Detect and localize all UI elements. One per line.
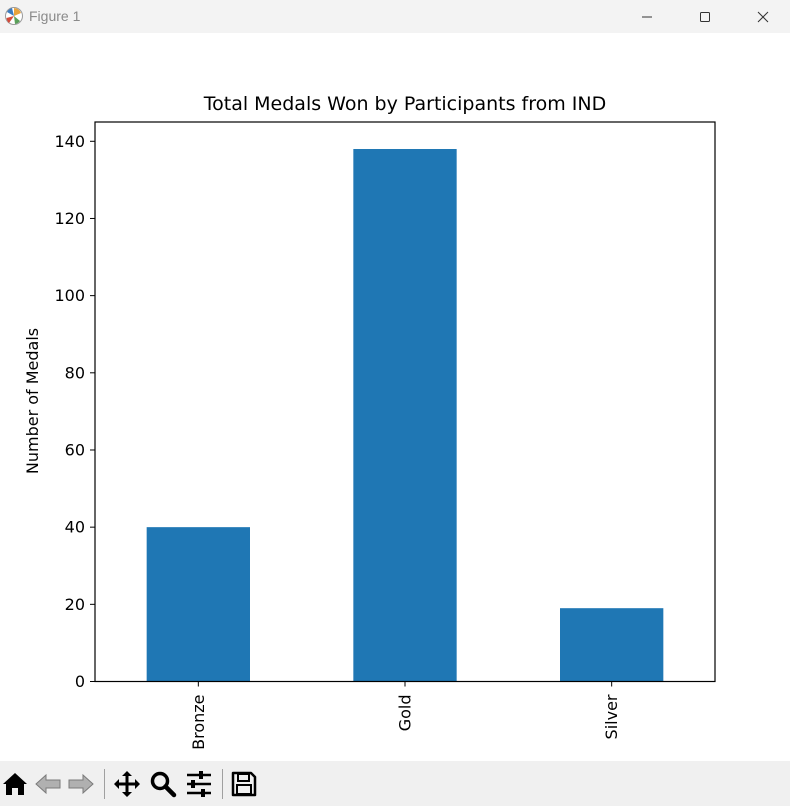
minimize-button[interactable] <box>618 0 676 33</box>
pan-button[interactable] <box>112 769 142 799</box>
save-button[interactable] <box>229 769 259 799</box>
forward-button[interactable] <box>66 769 96 799</box>
close-icon <box>757 11 769 22</box>
back-button[interactable] <box>33 769 63 799</box>
minimize-icon <box>642 16 652 17</box>
y-tick-label: 0 <box>75 672 85 691</box>
y-tick-label: 20 <box>65 595 85 614</box>
navigation-toolbar <box>0 761 790 806</box>
window-title: Figure 1 <box>29 8 81 24</box>
back-icon <box>35 773 61 795</box>
zoom-icon <box>150 771 177 798</box>
y-tick-label: 120 <box>54 209 85 228</box>
configure-subplots-button[interactable] <box>184 769 214 799</box>
toolbar-separator <box>104 769 105 799</box>
figure-canvas: Total Medals Won by Participants from IN… <box>0 33 790 761</box>
y-axis-label: Number of Medals <box>23 328 42 474</box>
y-tick-label: 140 <box>54 132 85 151</box>
title-bar: Figure 1 <box>0 0 790 33</box>
close-button[interactable] <box>734 0 790 33</box>
x-tick-label: Gold <box>396 695 415 732</box>
y-tick-label: 100 <box>54 286 85 305</box>
bar-gold <box>353 149 457 682</box>
y-tick-label: 40 <box>65 518 85 537</box>
x-tick-label: Silver <box>602 694 621 739</box>
x-tick-label: Bronze <box>189 695 208 750</box>
bar-silver <box>560 608 664 682</box>
forward-icon <box>68 773 94 795</box>
toolbar-separator <box>222 769 223 799</box>
zoom-button[interactable] <box>148 769 178 799</box>
maximize-button[interactable] <box>676 0 734 33</box>
chart-title: Total Medals Won by Participants from IN… <box>203 93 607 115</box>
maximize-icon <box>700 11 710 22</box>
configure-subplots-icon <box>187 771 211 797</box>
home-button[interactable] <box>0 769 30 799</box>
home-icon <box>3 773 27 795</box>
save-icon <box>231 771 257 797</box>
bar-chart: Total Medals Won by Participants from IN… <box>23 93 716 750</box>
matplotlib-icon <box>5 7 23 25</box>
y-tick-label: 60 <box>65 440 85 459</box>
y-tick-label: 80 <box>65 363 85 382</box>
pan-icon <box>114 771 140 797</box>
bar-bronze <box>146 527 250 682</box>
